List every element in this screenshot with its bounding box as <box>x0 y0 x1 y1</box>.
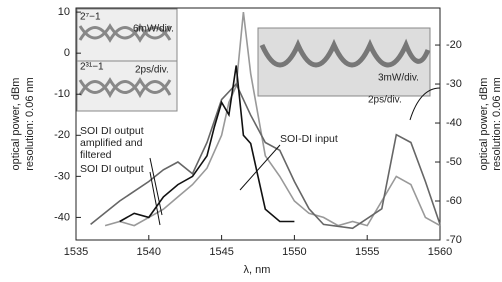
inset-scale: 2ps/div. <box>135 65 169 76</box>
x-tick-label: 1555 <box>355 246 379 258</box>
y2-axis-label: optical power, dBm <box>478 78 490 171</box>
y2-tick-label: -50 <box>446 156 462 168</box>
y2-tick-label: -60 <box>446 195 462 207</box>
inset-label: 2⁷−1 <box>80 12 101 23</box>
x-tick-label: 1545 <box>209 246 233 258</box>
y2-tick-label: -40 <box>446 117 462 129</box>
annotation: SOI DI output <box>80 163 144 175</box>
y2-axis-label: resolution: 0.06 nm <box>491 77 502 171</box>
x-tick-label: 1560 <box>428 246 452 258</box>
y-tick-label: -30 <box>54 170 70 182</box>
x-axis-label: λ, nm <box>244 264 271 276</box>
annotation: SOI DI output <box>80 125 144 137</box>
inset-scale: 6mW/div. <box>133 24 174 35</box>
y-tick-label: 0 <box>64 47 70 59</box>
y-tick-label: -40 <box>54 211 70 223</box>
x-tick-label: 1535 <box>64 246 88 258</box>
x-tick-label: 1540 <box>137 246 161 258</box>
annotation: filtered <box>80 149 112 161</box>
y-tick-label: 10 <box>58 6 70 18</box>
annotation-arrows <box>150 88 440 225</box>
chart: 2⁷−1 6mW/div. 2³¹−1 2ps/div. 3mW/div. 2p… <box>0 0 502 282</box>
y2-tick-label: -20 <box>446 39 462 51</box>
y-axis-label: optical power, dBm <box>10 78 22 171</box>
inset-label: 2³¹−1 <box>80 62 104 73</box>
annotation: amplified and <box>80 137 143 149</box>
annotation: SOI-DI input <box>280 133 338 145</box>
inset-left: 2⁷−1 6mW/div. 2³¹−1 2ps/div. <box>77 9 177 111</box>
y2-tick-label: -70 <box>446 234 462 246</box>
inset-scale: 3mW/div. <box>378 73 419 84</box>
y2-tick-label: -30 <box>446 78 462 90</box>
page: {"chart_data": {"type": "line", "xlabel"… <box>0 0 502 282</box>
y-tick-label: -10 <box>54 88 70 100</box>
y-axis-label: resolution: 0.06 nm <box>24 77 36 171</box>
x-tick-label: 1550 <box>282 246 306 258</box>
inset-time: 2ps/div. <box>368 95 402 106</box>
y-tick-label: -20 <box>54 129 70 141</box>
inset-right: 3mW/div. 2ps/div. <box>258 28 430 106</box>
